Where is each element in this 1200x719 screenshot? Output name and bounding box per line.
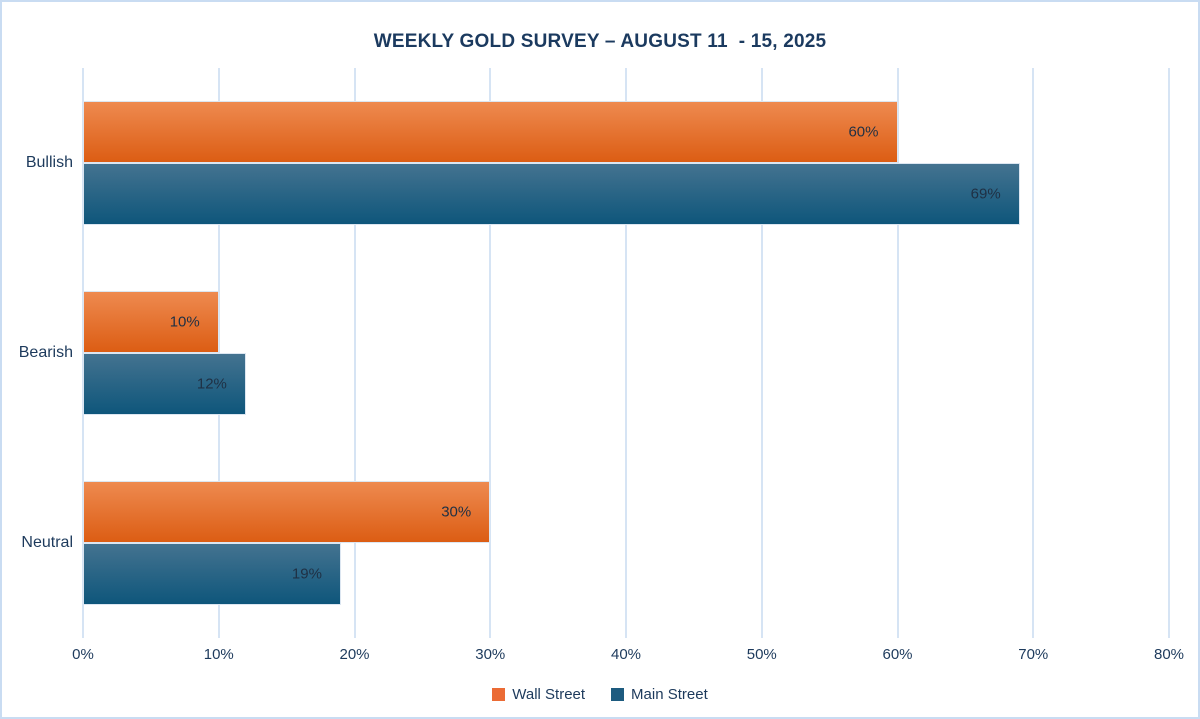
bar-value-label: 19% (291, 565, 322, 583)
legend-item-main-street: Main Street (611, 686, 708, 703)
plot-area: 60% 69% 10% 12% 30% 19% (82, 68, 1170, 638)
bar-value-label: 30% (441, 503, 472, 521)
x-tick-label-80: 80% (1153, 646, 1185, 663)
gridline-60pct (896, 68, 899, 638)
bar-main-street-bearish: 12% (83, 353, 246, 415)
x-tick-label-70: 70% (1018, 646, 1049, 663)
x-tick-label-0: 0% (72, 646, 94, 663)
x-tick-label-20: 20% (339, 646, 370, 663)
gridline-70pct (1032, 68, 1035, 638)
legend-swatch-main-street (611, 688, 625, 701)
x-axis-tick-labels: 0% 10% 20% 30% 40% 50% 60% 70% 80% (72, 646, 1184, 668)
gridline-30pct (489, 68, 492, 638)
x-tick-label-50: 50% (746, 646, 777, 663)
gridline-20pct (353, 68, 356, 638)
y-category-label-bullish: Bullish (25, 154, 73, 171)
y-category-label-bearish: Bearish (18, 344, 73, 361)
x-tick-label-60: 60% (882, 646, 913, 663)
bar-wall-street-bullish: 60% (83, 101, 898, 163)
bar-main-street-bullish: 69% (83, 163, 1020, 225)
legend-item-wall-street: Wall Street (492, 686, 585, 703)
bar-value-label: 10% (169, 313, 200, 331)
gridline-80pct (1168, 68, 1170, 638)
x-tick-label-30: 30% (475, 646, 506, 663)
legend-label-wall-street: Wall Street (512, 686, 586, 703)
bar-main-street-neutral: 19% (83, 543, 341, 605)
bar-wall-street-neutral: 30% (83, 481, 491, 543)
chart-title: WEEKLY GOLD SURVEY – AUGUST 11 - 15, 202… (373, 31, 827, 52)
bar-value-label: 12% (196, 375, 227, 393)
gridline-40pct (625, 68, 627, 638)
bar-value-label: 60% (848, 123, 879, 141)
x-tick-label-40: 40% (610, 646, 642, 663)
bar-wall-street-bearish: 10% (83, 291, 219, 353)
bar-value-label: 69% (970, 185, 1001, 203)
y-axis-category-labels: Bullish Bearish Neutral (2, 68, 77, 638)
legend: Wall Street Main Street (2, 686, 1198, 703)
gridline-50pct (760, 68, 763, 638)
legend-swatch-wall-street (492, 688, 506, 701)
legend-label-main-street: Main Street (631, 686, 708, 703)
y-category-label-neutral: Neutral (21, 534, 73, 551)
x-tick-label-10: 10% (203, 646, 234, 663)
